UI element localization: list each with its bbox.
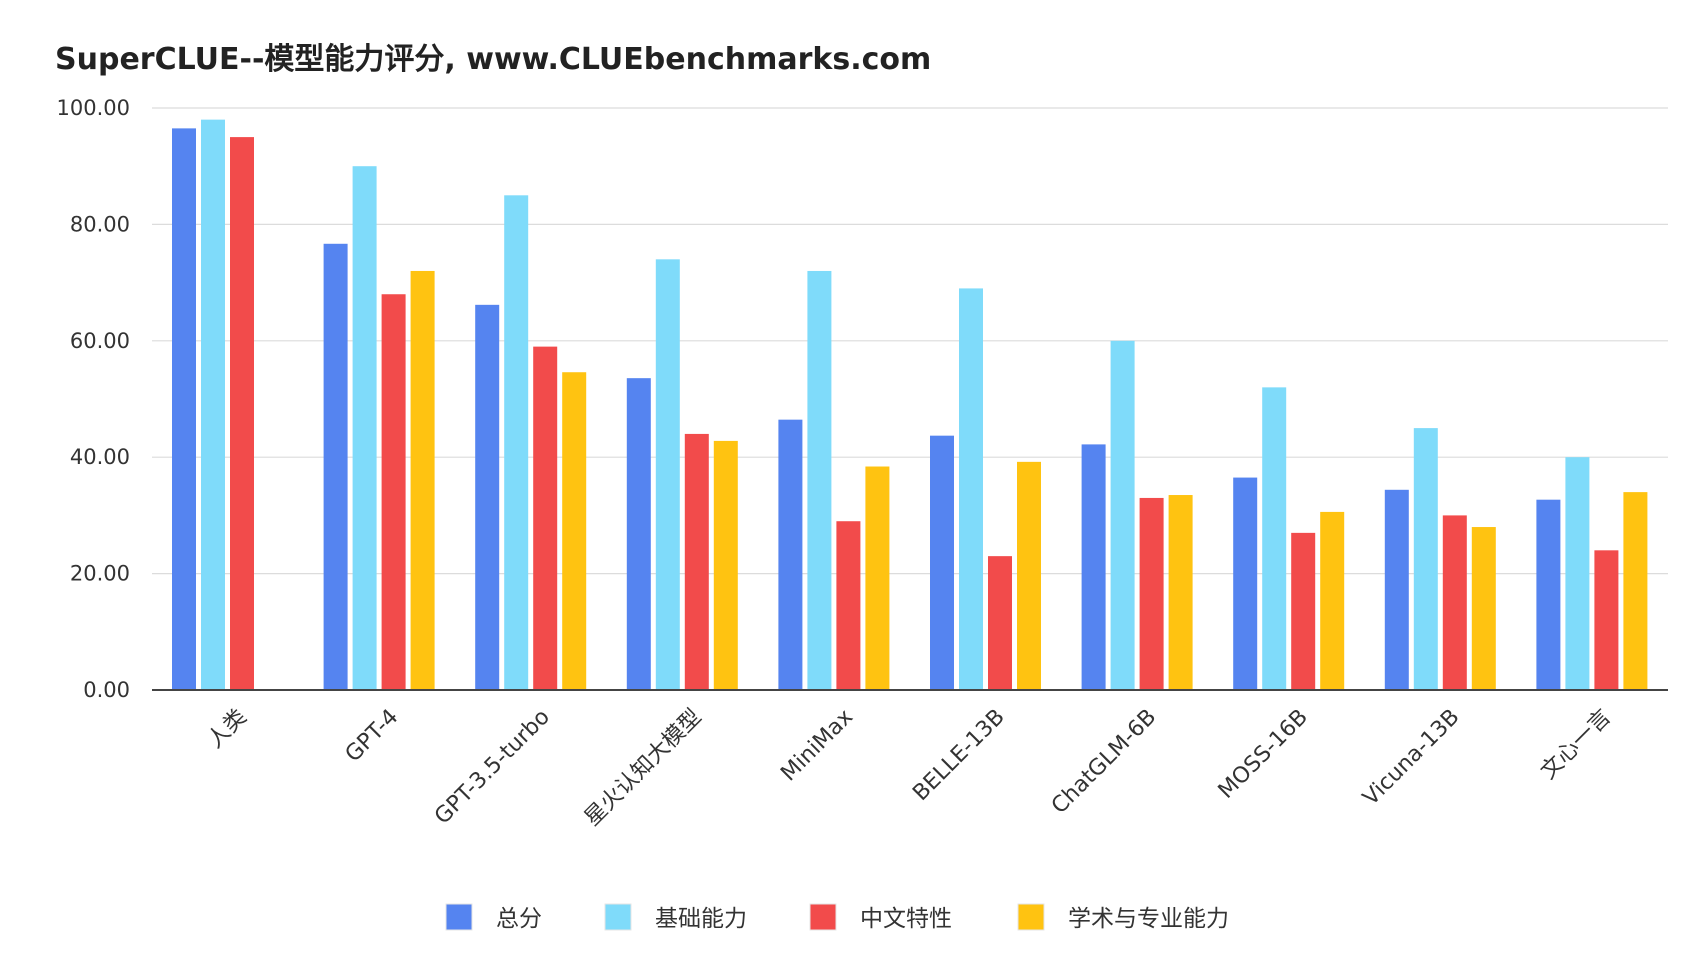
legend: 总分 基础能力 中文特性 学术与专业能力 bbox=[445, 903, 1229, 932]
category-label: 文心一言 bbox=[1536, 705, 1616, 785]
bar-4-8 bbox=[1320, 511, 1345, 690]
legend-swatch-4 bbox=[1017, 903, 1045, 931]
gridlines bbox=[152, 107, 1668, 575]
category-label: MiniMax bbox=[776, 705, 858, 787]
bar-3-3 bbox=[533, 346, 558, 690]
bar-3-7 bbox=[1139, 497, 1164, 690]
bar-4-6 bbox=[1017, 461, 1041, 690]
bar-3-4 bbox=[684, 433, 709, 690]
bar-1-4 bbox=[626, 378, 651, 690]
bar-1-9 bbox=[1384, 489, 1409, 690]
bar-3-1 bbox=[230, 137, 254, 691]
legend-label-3: 中文特性 bbox=[860, 906, 952, 932]
bar-4-10 bbox=[1623, 492, 1648, 690]
y-tick-label: 0.00 bbox=[83, 678, 130, 702]
bar-3-5 bbox=[836, 521, 861, 690]
bar-2-7 bbox=[1110, 340, 1135, 690]
y-tick-label: 40.00 bbox=[70, 445, 130, 469]
bar-3-2 bbox=[381, 294, 406, 690]
bar-1-5 bbox=[778, 419, 803, 690]
bar-1-8 bbox=[1233, 477, 1258, 690]
category-label: 星火认知大模型 bbox=[580, 705, 707, 832]
category-label: Vicuna-13B bbox=[1358, 705, 1464, 811]
category-label: ChatGLM-6B bbox=[1047, 705, 1161, 819]
legend-swatch-2 bbox=[604, 903, 632, 931]
bar-1-6 bbox=[930, 435, 954, 690]
y-tick-label: 80.00 bbox=[70, 212, 130, 236]
bar-3-8 bbox=[1291, 532, 1316, 690]
category-label: GPT-3.5-turbo bbox=[430, 705, 555, 830]
y-tick-label: 100.00 bbox=[57, 96, 130, 120]
legend-label-2: 基础能力 bbox=[655, 906, 747, 932]
bar-4-3 bbox=[562, 372, 587, 690]
legend-swatch-3 bbox=[809, 903, 837, 931]
category-label: BELLE-13B bbox=[908, 705, 1009, 806]
bar-3-9 bbox=[1442, 515, 1467, 690]
bar-3-10 bbox=[1594, 550, 1619, 690]
bar-4-2 bbox=[410, 270, 435, 690]
category-label: MOSS-16B bbox=[1214, 705, 1313, 804]
bar-2-8 bbox=[1262, 387, 1287, 690]
chart-title: SuperCLUE--模型能力评分, www.CLUEbenchmarks.co… bbox=[55, 42, 932, 77]
bar-2-1 bbox=[201, 119, 225, 690]
bar-4-7 bbox=[1168, 495, 1193, 690]
legend-label-1: 总分 bbox=[496, 906, 542, 932]
category-label: GPT-4 bbox=[341, 705, 404, 768]
legend-label-4: 学术与专业能力 bbox=[1068, 906, 1229, 932]
x-axis-labels: 人类 GPT-4 GPT-3.5-turbo 星火认知大模型 MiniMax BELLE-… bbox=[203, 705, 1616, 832]
bar-2-5 bbox=[807, 270, 832, 690]
bar-2-10 bbox=[1565, 457, 1590, 690]
bar-2-2 bbox=[352, 166, 377, 690]
bar-1-3 bbox=[475, 304, 500, 690]
legend-swatch-1 bbox=[445, 903, 473, 931]
bar-1-2 bbox=[323, 243, 348, 691]
bar-4-4 bbox=[713, 440, 738, 690]
bar-4-5 bbox=[865, 466, 890, 690]
bar-1-10 bbox=[1536, 499, 1561, 690]
y-tick-label: 60.00 bbox=[70, 329, 130, 353]
bar-2-3 bbox=[504, 195, 529, 691]
bar-1-1 bbox=[172, 128, 196, 690]
bar-2-9 bbox=[1413, 428, 1438, 690]
bar-2-4 bbox=[655, 259, 680, 690]
bar-4-9 bbox=[1471, 527, 1496, 690]
y-axis-ticks: 0.00 20.00 40.00 60.00 80.00 100.00 bbox=[57, 96, 130, 702]
category-label: 人类 bbox=[203, 705, 252, 754]
y-tick-label: 20.00 bbox=[70, 562, 130, 586]
bar-3-6 bbox=[988, 556, 1012, 690]
bar-1-7 bbox=[1081, 444, 1106, 690]
bars bbox=[172, 119, 1648, 691]
bar-2-6 bbox=[959, 288, 983, 690]
